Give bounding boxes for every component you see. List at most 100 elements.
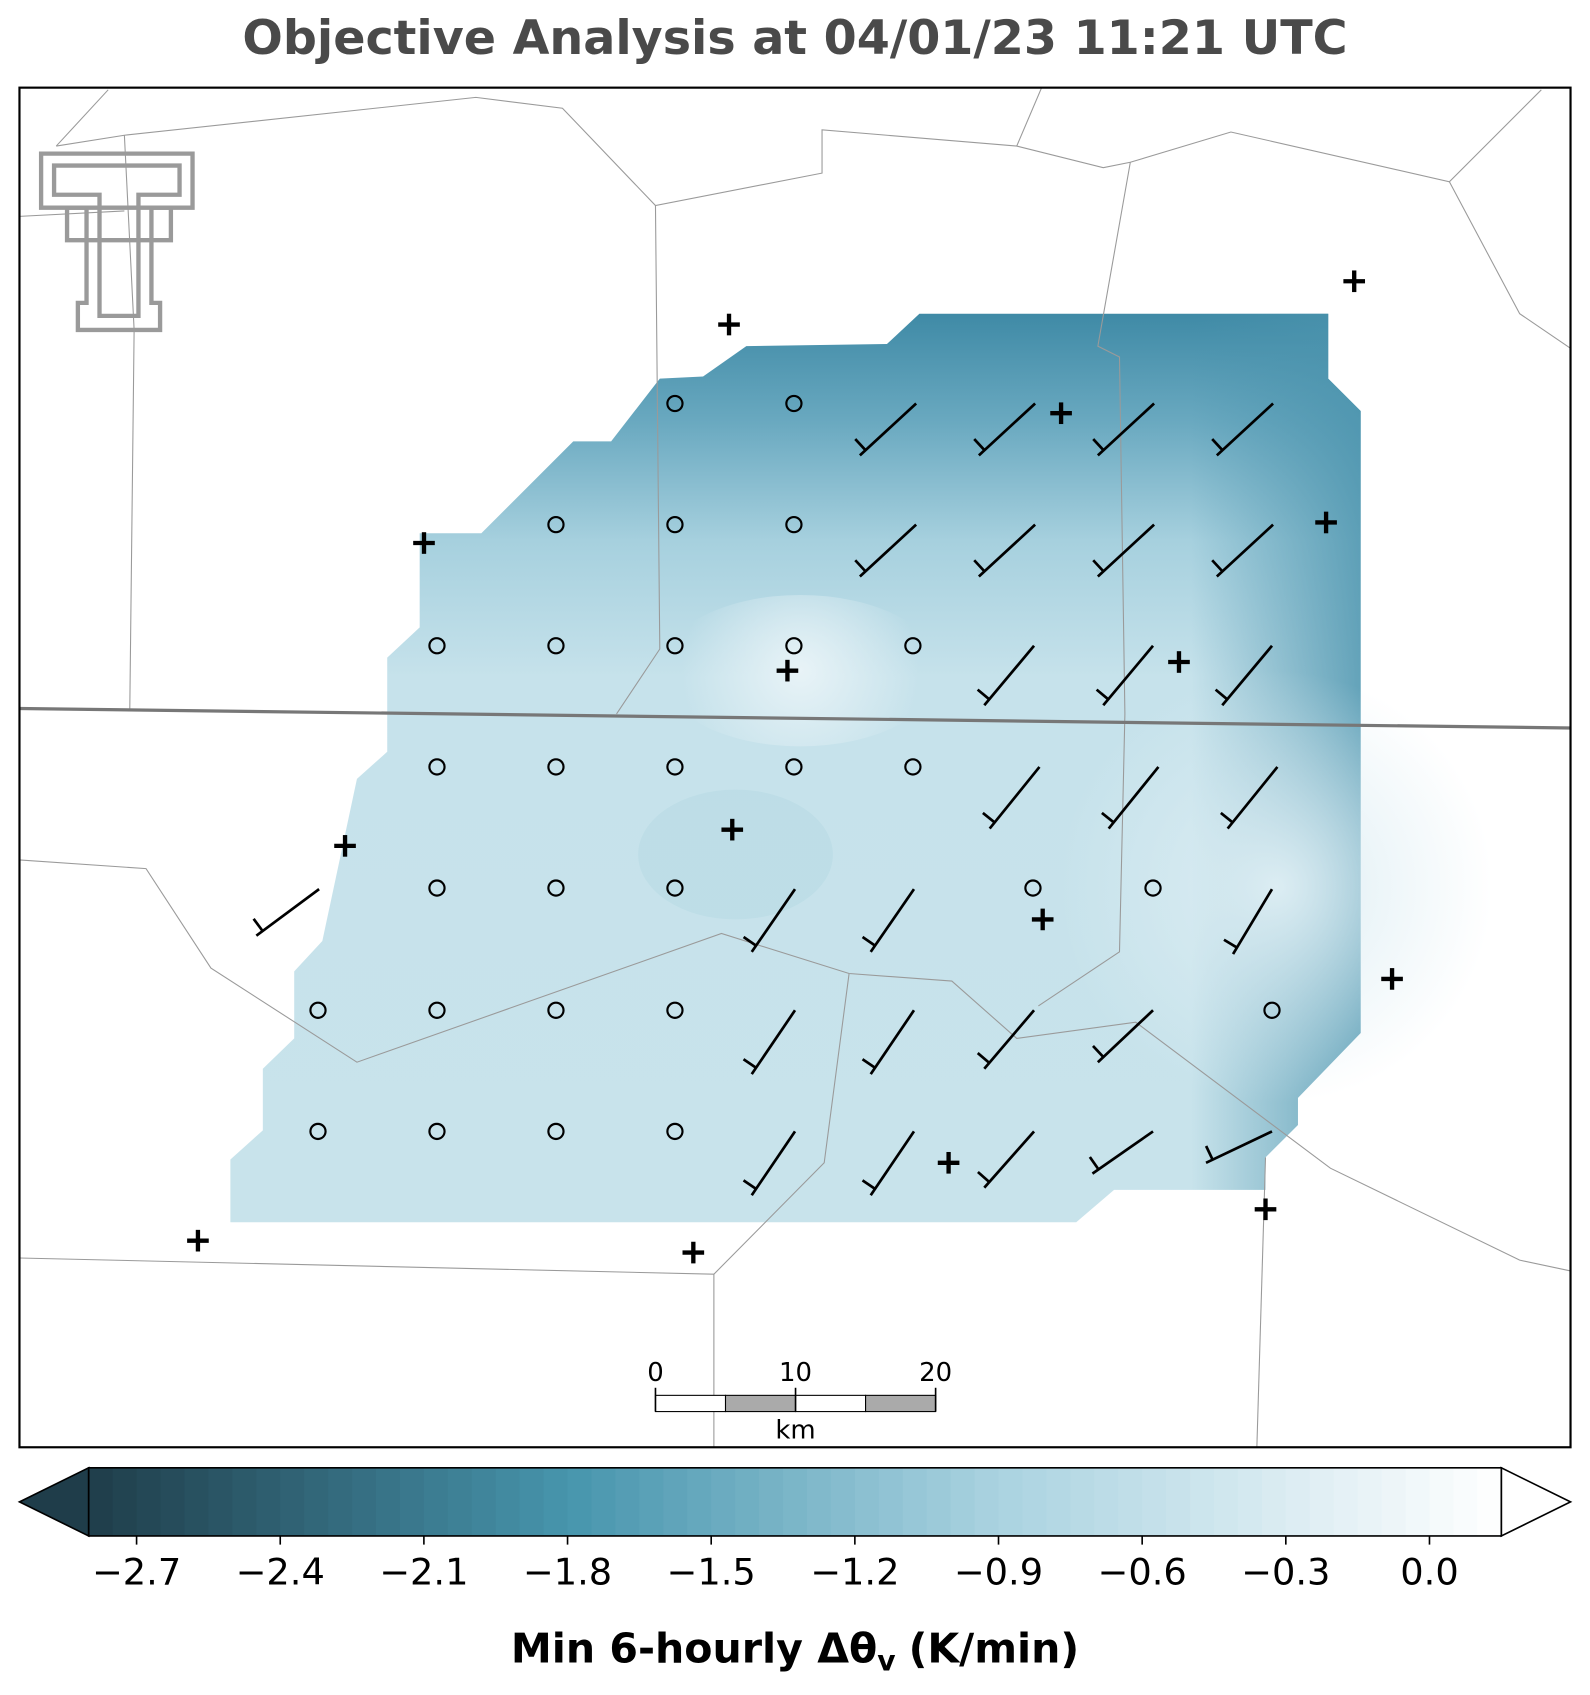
calm-wind (309, 1001, 327, 1019)
wind-barb (982, 766, 1041, 830)
colorbar-tick-label: −2.1 (379, 1550, 468, 1593)
barb-flag (1204, 1145, 1214, 1161)
wind-barb (1092, 402, 1156, 457)
barb-staff (1096, 523, 1156, 578)
barb-flag (861, 1179, 876, 1190)
barb-flag (1223, 938, 1238, 949)
scale-segment (865, 1394, 937, 1413)
barb-staff (983, 1130, 1036, 1189)
color-step (88, 1467, 114, 1536)
barb-staff (1205, 1130, 1273, 1165)
label-unit: (K/min) (909, 1625, 1080, 1673)
barb-staff (750, 888, 797, 953)
station (721, 818, 744, 841)
color-step (376, 1467, 401, 1536)
color-step (208, 1467, 233, 1536)
extend-low (17, 1466, 90, 1538)
barb-staff (977, 402, 1037, 457)
calm-wind (547, 1001, 565, 1019)
scale-bar: 0 10 20 km (647, 1358, 952, 1445)
calm-wind (547, 758, 565, 776)
station (413, 532, 435, 554)
label-main: Min 6-hourly Δθ (511, 1625, 877, 1673)
county-line (19, 1257, 714, 1275)
color-step (543, 1467, 569, 1536)
calm-wind (1024, 879, 1042, 897)
wind-barb (742, 1009, 797, 1075)
barb-flag (1101, 811, 1115, 824)
color-step (399, 1467, 425, 1536)
calm-wind (785, 758, 803, 776)
colorbar-tick-label: −0.9 (954, 1550, 1043, 1593)
calm-wind (547, 1122, 565, 1141)
analysis-field (230, 313, 1493, 1223)
barb-staff (858, 523, 918, 578)
color-step (950, 1467, 976, 1536)
wind-barb (1214, 644, 1274, 707)
color-step (759, 1467, 784, 1536)
color-step (1190, 1467, 1215, 1536)
calm-wind (309, 1122, 327, 1141)
calm-wind (1144, 879, 1162, 897)
color-step (1094, 1467, 1119, 1536)
calm-wind (904, 637, 922, 655)
calm-wind (666, 394, 684, 413)
station (718, 313, 740, 336)
color-step (184, 1467, 210, 1536)
calm-wind (666, 879, 684, 897)
wind-barb (742, 1130, 797, 1197)
color-step (1477, 1467, 1502, 1536)
color-step (926, 1467, 952, 1536)
color-step (1405, 1467, 1431, 1536)
barb-staff (858, 402, 918, 457)
barb-flag (973, 438, 986, 452)
color-step (615, 1467, 641, 1536)
barb-staff (750, 1130, 797, 1197)
barb-staff (1102, 644, 1155, 707)
station (334, 835, 356, 857)
barb-staff (869, 1009, 916, 1075)
calm-wind (666, 758, 684, 776)
barb-flag (1219, 811, 1234, 824)
barb-staff (983, 1009, 1036, 1070)
station (1031, 908, 1054, 931)
barb-staff (1107, 766, 1160, 830)
colorbar-tick-label: 0.0 (1400, 1550, 1458, 1593)
wind-barb (973, 402, 1037, 457)
station (1254, 1198, 1277, 1221)
color-step (687, 1467, 712, 1536)
county-line (616, 205, 661, 715)
color-step (1142, 1467, 1167, 1536)
wind-barb (1092, 523, 1156, 578)
scale-segment (724, 1394, 797, 1413)
wind-barb (861, 1130, 916, 1197)
scale-label: 10 (779, 1358, 812, 1388)
logo-bar (64, 205, 174, 243)
calm-wind (547, 879, 565, 897)
county-line (55, 89, 109, 147)
calm-wind (666, 1122, 684, 1141)
barb-flag (1092, 1045, 1105, 1058)
barb-flag (1095, 688, 1110, 701)
barb-flag (742, 935, 757, 947)
barb-flag (976, 1052, 991, 1064)
color-step (471, 1467, 497, 1536)
barb-flag (1214, 688, 1229, 701)
color-step (328, 1467, 353, 1536)
calm-wind (1263, 1001, 1281, 1019)
wind-barb (973, 523, 1037, 578)
barb-staff (1215, 523, 1274, 578)
color-step (519, 1467, 545, 1536)
barb-staff (1231, 888, 1274, 955)
county-line (713, 973, 850, 1448)
color-step (280, 1467, 305, 1536)
barb-flag (854, 559, 867, 573)
barb-flag (1211, 559, 1224, 573)
barb-staff (750, 1009, 797, 1075)
color-step (830, 1467, 856, 1536)
color-step (1453, 1467, 1479, 1536)
barb-flag (1088, 1156, 1100, 1171)
wind-barb (1095, 644, 1155, 707)
barb-staff (255, 888, 320, 937)
wind-barb (976, 1009, 1036, 1070)
